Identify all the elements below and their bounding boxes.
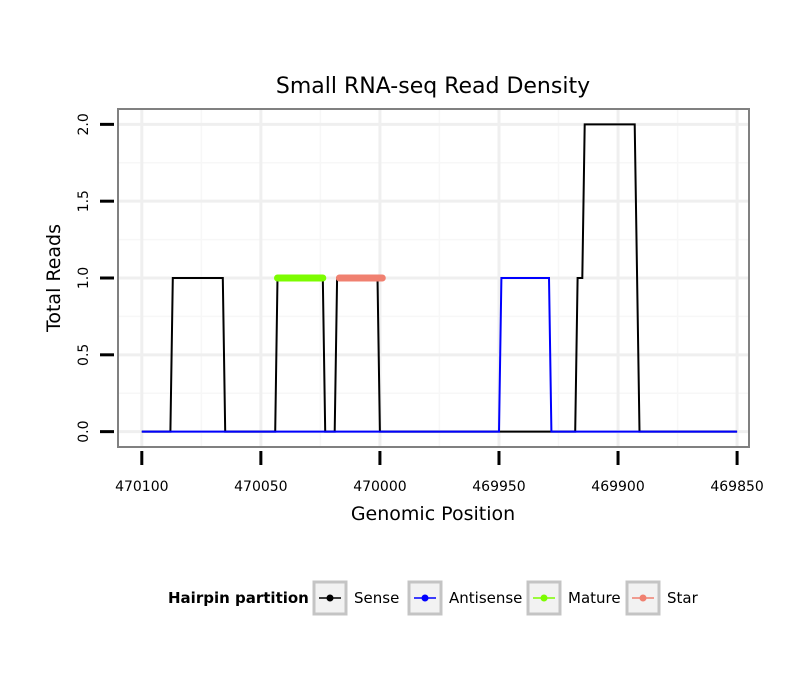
legend-key-point <box>326 594 334 602</box>
legend-title: Hairpin partition <box>168 589 309 607</box>
x-tick-label: 470000 <box>353 479 406 495</box>
legend-key-point <box>421 594 429 602</box>
plot-panel-border <box>117 108 750 448</box>
y-tick-label: 1.5 <box>76 190 92 212</box>
y-tick-label: 1.0 <box>76 267 92 289</box>
x-tick-label: 470050 <box>234 479 287 495</box>
x-axis-label: Genomic Position <box>351 503 515 525</box>
series-layer <box>141 123 738 433</box>
legend-label-star: Star <box>667 589 699 607</box>
x-tick-label: 470100 <box>115 479 168 495</box>
legend-key-point <box>639 594 647 602</box>
legend-key-point <box>540 594 548 602</box>
x-tick-label: 469900 <box>591 479 644 495</box>
chart-title: Small RNA-seq Read Density <box>276 74 590 99</box>
y-tick-label: 2.0 <box>76 113 92 135</box>
legend-label-antisense: Antisense <box>449 589 522 607</box>
legend: Hairpin partition Sense Antisense Mature Sta… <box>168 580 699 616</box>
x-tick-label: 469850 <box>710 479 763 495</box>
x-tick-label: 469950 <box>472 479 525 495</box>
y-tick-label: 0.5 <box>76 344 92 366</box>
legend-label-sense: Sense <box>354 589 399 607</box>
grid <box>118 109 749 447</box>
series-line-antisense <box>141 277 738 433</box>
legend-label-mature: Mature <box>568 589 621 607</box>
axes: 470100 470050 470000 469950 469900 469850 0.0 0… <box>76 113 764 495</box>
y-axis-label: Total Reads <box>43 224 65 333</box>
y-tick-label: 0.0 <box>76 421 92 443</box>
